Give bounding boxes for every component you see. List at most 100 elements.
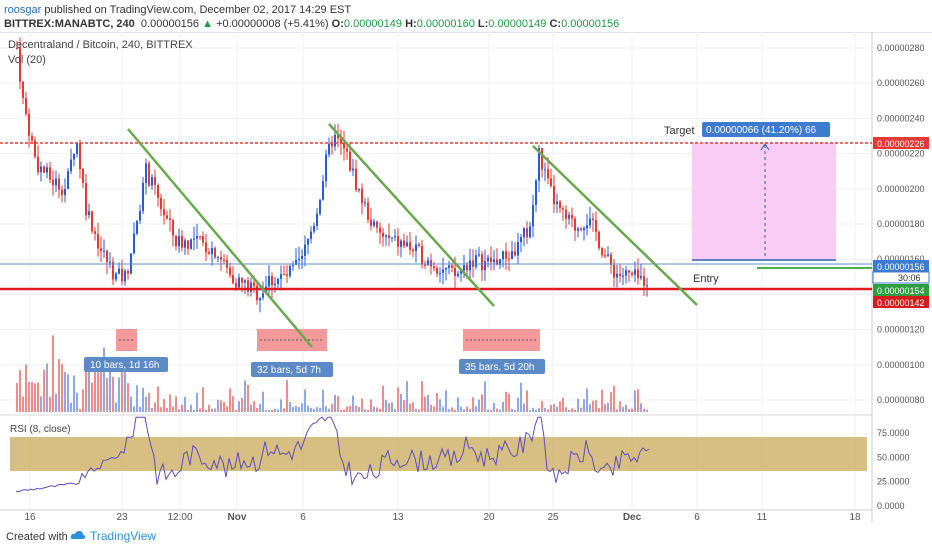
time-axis-label: Nov bbox=[228, 512, 247, 522]
candle bbox=[250, 282, 252, 292]
bars-label: 10 bars, 1d 16h bbox=[90, 360, 160, 371]
volume-bar bbox=[466, 406, 468, 412]
candle bbox=[466, 265, 468, 271]
volume-bar bbox=[220, 400, 222, 412]
tradingview-brand[interactable]: TradingView bbox=[90, 529, 157, 543]
volume-bar bbox=[358, 407, 360, 412]
volume-bar bbox=[598, 408, 600, 412]
candle bbox=[115, 273, 117, 280]
volume-bar bbox=[586, 388, 588, 412]
candle bbox=[178, 236, 180, 247]
volume-bar bbox=[199, 408, 201, 412]
bars-range-box[interactable] bbox=[116, 329, 137, 351]
chart-area[interactable]: Decentraland / Bitcoin, 240, BITTREX Vol… bbox=[0, 32, 932, 523]
candle bbox=[391, 237, 393, 239]
candle bbox=[229, 267, 231, 276]
candle bbox=[520, 237, 522, 243]
candle bbox=[301, 255, 303, 259]
candle bbox=[214, 248, 216, 258]
volume-bar bbox=[160, 407, 162, 412]
volume-bar bbox=[601, 389, 603, 412]
volume-bar bbox=[103, 347, 105, 412]
volume-bar bbox=[256, 408, 258, 412]
time-axis-label: 18 bbox=[849, 512, 861, 522]
candle bbox=[439, 273, 441, 275]
volume-bar bbox=[274, 408, 276, 412]
candle bbox=[598, 231, 600, 249]
volume-bar bbox=[322, 389, 324, 412]
bars-range-box[interactable] bbox=[463, 329, 540, 351]
candle bbox=[496, 259, 498, 265]
volume-bar bbox=[541, 401, 543, 412]
volume-bar bbox=[61, 363, 63, 412]
candle bbox=[160, 197, 162, 210]
candle bbox=[292, 265, 294, 267]
volume-bar bbox=[406, 381, 408, 412]
candle bbox=[388, 235, 390, 239]
trendline[interactable] bbox=[127, 128, 313, 348]
volume-bar bbox=[616, 409, 618, 412]
volume-bar bbox=[316, 407, 318, 412]
volume-bar bbox=[625, 404, 627, 412]
candle bbox=[442, 269, 444, 274]
volume-bar bbox=[247, 384, 249, 412]
volume-bar bbox=[571, 408, 573, 412]
volume-bar bbox=[67, 374, 69, 412]
candle bbox=[127, 270, 129, 274]
candle bbox=[55, 178, 57, 186]
candle bbox=[247, 280, 249, 292]
volume-bar bbox=[493, 402, 495, 412]
candle bbox=[82, 168, 84, 184]
volume-bar bbox=[43, 369, 45, 412]
candle bbox=[151, 177, 153, 186]
volume-bar bbox=[520, 382, 522, 412]
candle bbox=[544, 169, 546, 171]
volume-bar bbox=[139, 406, 141, 412]
author-link[interactable]: roosgar bbox=[4, 4, 42, 16]
volume-bar bbox=[214, 408, 216, 412]
volume-bar bbox=[178, 409, 180, 412]
trendline[interactable] bbox=[532, 145, 698, 306]
trendline[interactable] bbox=[328, 123, 495, 307]
volume-bar bbox=[169, 394, 171, 412]
candle bbox=[85, 183, 87, 216]
candle bbox=[19, 48, 21, 82]
volume-bar bbox=[454, 409, 456, 412]
volume-bar bbox=[337, 396, 339, 412]
candle bbox=[451, 265, 453, 268]
chart-svg[interactable]: Decentraland / Bitcoin, 240, BITTREX Vol… bbox=[0, 32, 932, 523]
volume-bar bbox=[565, 407, 567, 412]
candle bbox=[328, 143, 330, 155]
candle bbox=[643, 276, 645, 286]
volume-bar bbox=[490, 409, 492, 412]
volume-bar bbox=[73, 375, 75, 412]
volume-bar bbox=[25, 364, 27, 412]
candle bbox=[445, 267, 447, 270]
volume-bar bbox=[409, 403, 411, 412]
target-zone[interactable] bbox=[692, 143, 836, 260]
candle bbox=[364, 202, 366, 204]
volume-bar bbox=[556, 406, 558, 412]
candle bbox=[376, 221, 378, 228]
entry-price-tag: 0.00000154 bbox=[877, 286, 925, 296]
candle bbox=[481, 254, 483, 271]
volume-bar bbox=[448, 409, 450, 412]
candle bbox=[130, 253, 132, 274]
volume-bar bbox=[637, 389, 639, 412]
volume-bar bbox=[46, 363, 48, 412]
volume-bar bbox=[421, 381, 423, 412]
volume-bar bbox=[592, 400, 594, 412]
candle bbox=[217, 256, 219, 258]
volume-bar bbox=[217, 399, 219, 412]
volume-bar bbox=[544, 407, 546, 412]
volume-bar bbox=[280, 399, 282, 412]
last-price: 0.00000156 bbox=[140, 18, 200, 30]
volume-bar bbox=[289, 402, 291, 412]
volume-bar bbox=[502, 401, 504, 412]
volume-bar bbox=[634, 390, 636, 412]
volume-bar bbox=[430, 404, 432, 412]
volume-bar bbox=[361, 398, 363, 412]
volume-bar bbox=[535, 409, 537, 412]
volume-bar bbox=[244, 380, 246, 412]
candle bbox=[169, 218, 171, 221]
